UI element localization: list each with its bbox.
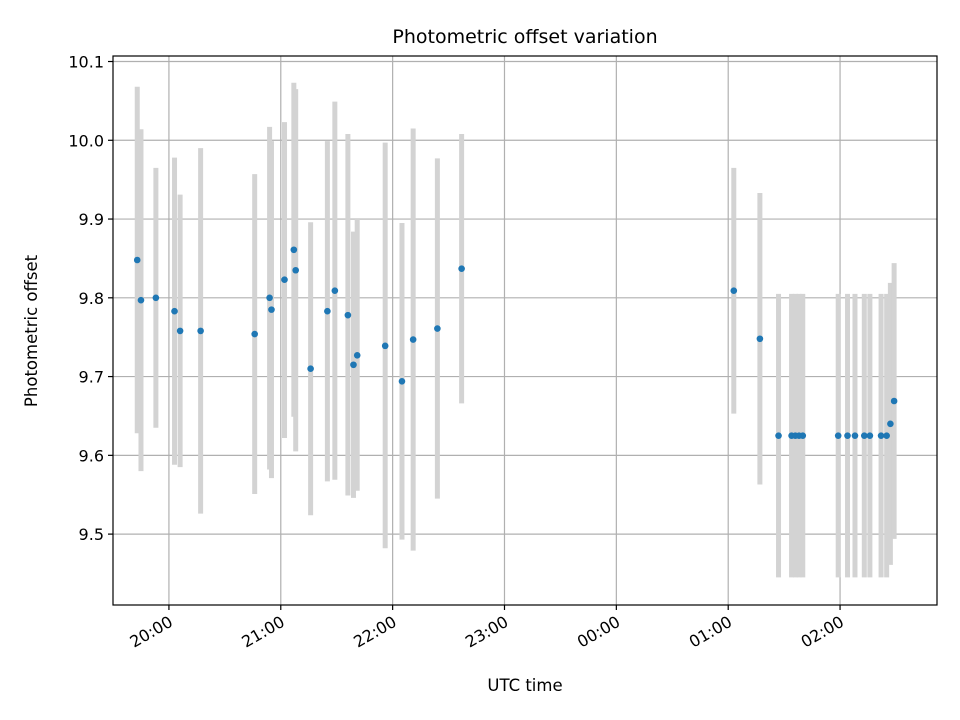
data-point	[251, 330, 258, 338]
data-point	[458, 265, 465, 272]
data-point	[266, 294, 273, 302]
y-axis-label: Photometric offset	[22, 254, 41, 407]
chart-title: Photometric offset variation	[392, 26, 657, 48]
y-axis: 9.5 9.6 9.7 9.8 9.9 10.0 10.1	[68, 53, 113, 544]
x-axis-label: UTC time	[487, 676, 562, 695]
data-point	[292, 266, 299, 274]
plot-frame	[112, 55, 938, 606]
data-point	[860, 432, 868, 439]
y-tick-label: 10.1	[68, 53, 104, 72]
data-point	[197, 327, 204, 335]
data-point	[877, 432, 885, 439]
data-point	[324, 307, 331, 315]
y-tick-label: 9.9	[79, 210, 104, 229]
data-point	[290, 246, 298, 254]
data-point	[176, 327, 184, 335]
data-point	[307, 365, 314, 373]
data-point	[834, 432, 842, 439]
data-point	[434, 325, 441, 332]
data-point	[398, 378, 406, 385]
data-point	[381, 342, 389, 350]
data-point	[775, 432, 782, 439]
data-point	[268, 306, 275, 313]
data-point	[152, 294, 160, 302]
y-tick-label: 9.7	[79, 368, 104, 387]
data-point	[890, 397, 898, 405]
data-points	[133, 246, 898, 439]
data-point	[409, 336, 417, 343]
data-point	[171, 307, 178, 315]
data-point	[137, 296, 145, 304]
data-point	[799, 432, 807, 439]
data-point	[883, 432, 890, 439]
data-point	[344, 311, 352, 319]
data-point	[730, 287, 738, 295]
data-point	[281, 276, 288, 283]
data-point	[331, 287, 339, 295]
data-point	[887, 420, 894, 428]
data-point	[353, 352, 361, 359]
y-tick-label: 9.5	[79, 525, 104, 544]
data-point	[133, 256, 141, 264]
data-point	[756, 335, 764, 343]
y-tick-label: 10.0	[68, 131, 104, 150]
y-tick-label: 9.8	[79, 289, 104, 308]
data-point	[866, 432, 874, 439]
data-point	[350, 361, 357, 369]
y-tick-label: 9.6	[79, 446, 104, 465]
data-point	[851, 432, 859, 439]
data-point	[844, 432, 851, 439]
